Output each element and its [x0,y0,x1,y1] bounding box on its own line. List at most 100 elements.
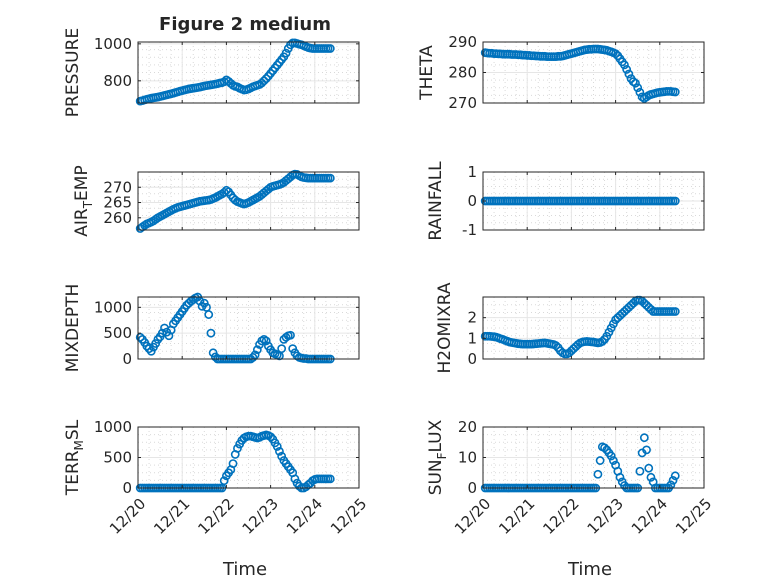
y-tick-label: 1000 [94,418,132,436]
data-point [272,442,282,451]
axes-box [482,296,705,360]
y-tick-label: 260 [103,209,132,227]
data-point [261,74,271,83]
data-point [275,446,284,456]
data-point [204,310,214,319]
y-tick-label: 265 [103,194,132,212]
data-point [206,328,216,338]
data-point [135,332,145,342]
data-point [633,83,643,93]
data-point [668,475,678,485]
data-point [266,432,275,442]
y-axis-label: AIRTEMP [72,165,95,236]
data-point [600,443,609,453]
data-point [261,336,271,346]
data-point [593,469,603,479]
panel-theta: 270 280 290 THETA [417,33,705,112]
data-point [257,78,267,88]
y-tick-label: 2 [467,309,477,327]
data-point [286,330,295,340]
data-point [228,459,238,468]
y-tick-label: 270 [103,178,132,196]
y-axis-label: RAINFALL [426,161,446,241]
data-point [622,65,632,74]
data-point [250,350,260,360]
data-series [135,169,335,233]
data-point [325,474,335,484]
data-point [611,49,620,58]
data-point [277,344,287,354]
y-tick-label: 500 [103,324,132,342]
y-axis-label: THETA [417,45,437,101]
data-point [670,307,680,316]
axes-box [137,41,360,104]
data-point [646,472,656,482]
data-point [277,451,287,461]
data-point [325,44,335,53]
y-tick-label: 500 [103,449,132,467]
x-axis-label: Time [567,559,612,580]
y-tick-label: 800 [103,72,132,90]
panel-pressure: Figure 2 medium 800 1000 PRESSURE [63,14,360,117]
y-tick-label: -1 [462,221,477,239]
data-point [597,337,607,346]
panel-title: Figure 2 medium [159,14,331,35]
data-point [606,451,616,461]
data-point [620,60,629,70]
y-tick-label: 0 [122,479,132,497]
y-tick-label: 10 [458,449,477,467]
data-point [631,78,640,88]
data-point [635,87,645,97]
y-tick-label: 0 [122,350,132,368]
y-tick-label: 0 [467,479,477,497]
data-point [666,480,676,490]
data-point [259,76,269,86]
y-tick-label: 0 [467,350,477,368]
data-series [135,38,335,106]
data-point [281,48,291,58]
y-tick-label: 270 [448,94,477,112]
x-axis-label: Time [222,559,267,580]
axes-box [137,171,360,231]
y-axis-label: PRESSURE [63,28,83,117]
y-tick-label: 20 [458,418,477,436]
data-point [608,456,618,465]
y-tick-label: 0 [467,192,477,210]
data-point [233,443,242,453]
panel-h2omixra: 0 1 2 H2OMIXRA [435,282,705,374]
data-series [480,44,680,103]
y-tick-label: 1000 [94,298,132,316]
panel-rainfall: -1 0 1 RAINFALL [426,161,705,241]
data-point [195,296,205,306]
data-point [551,341,561,350]
data-point [325,173,335,183]
y-tick-label: 290 [448,33,477,51]
data-point [635,466,645,476]
data-point [219,476,229,486]
y-tick-label: 1 [467,329,477,347]
data-point [642,445,651,455]
axes-box [137,296,360,360]
data-point [290,474,300,484]
y-tick-label: 1 [467,163,477,181]
y-axis-label: H2OMIXRA [435,282,455,373]
data-point [644,463,654,473]
data-point [670,87,680,97]
data-point [670,196,680,206]
data-series [480,295,680,359]
data-point [595,456,605,465]
data-point [670,471,680,481]
data-point [639,433,649,443]
panel-mixdepth: 0 500 1000 MIXDEPTH [63,284,360,373]
data-point [615,472,625,482]
data-series [480,196,680,206]
y-axis-label: TERRMSL [63,419,86,496]
data-point [252,345,262,355]
y-tick-label: 280 [448,64,477,82]
data-point [624,69,634,79]
y-tick-label: 1000 [94,35,132,53]
y-axis-label: MIXDEPTH [63,284,83,373]
y-axis-label: SUNFLUX [426,419,449,495]
